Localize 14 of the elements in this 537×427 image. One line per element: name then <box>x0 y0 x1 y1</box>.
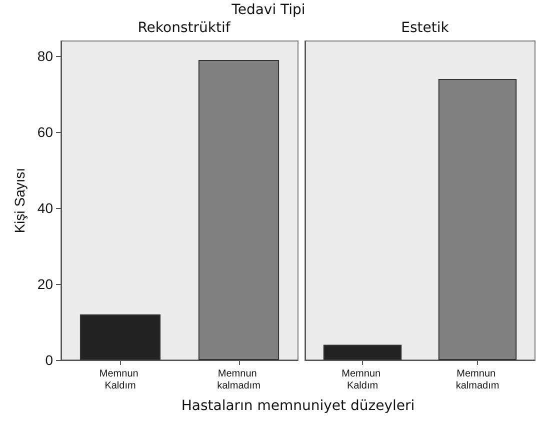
x-tick-label: Memnun Kaldım <box>342 368 384 392</box>
x-tick-label: Memnun kalmadım <box>217 368 260 392</box>
x-tick-label: Memnun kalmadım <box>456 368 500 392</box>
chart-title: Tedavi Tipi <box>230 2 306 18</box>
y-tick-label: 40 <box>37 200 54 216</box>
y-tick-label: 60 <box>37 124 54 140</box>
y-tick-label: 0 <box>45 352 54 368</box>
chart-subtitle: Estetik <box>401 20 450 36</box>
y-tick-label: 80 <box>37 48 54 64</box>
x-axis-title: Hastaların memnuniyet düzeyleri <box>180 398 416 414</box>
y-tick-label: 20 <box>37 276 54 292</box>
x-tick-label: Memnun Kaldım <box>99 368 142 392</box>
chart-subtitle: Rekonstrüktif <box>138 20 232 36</box>
y-axis-title: Kişi Sayısı <box>12 168 28 234</box>
